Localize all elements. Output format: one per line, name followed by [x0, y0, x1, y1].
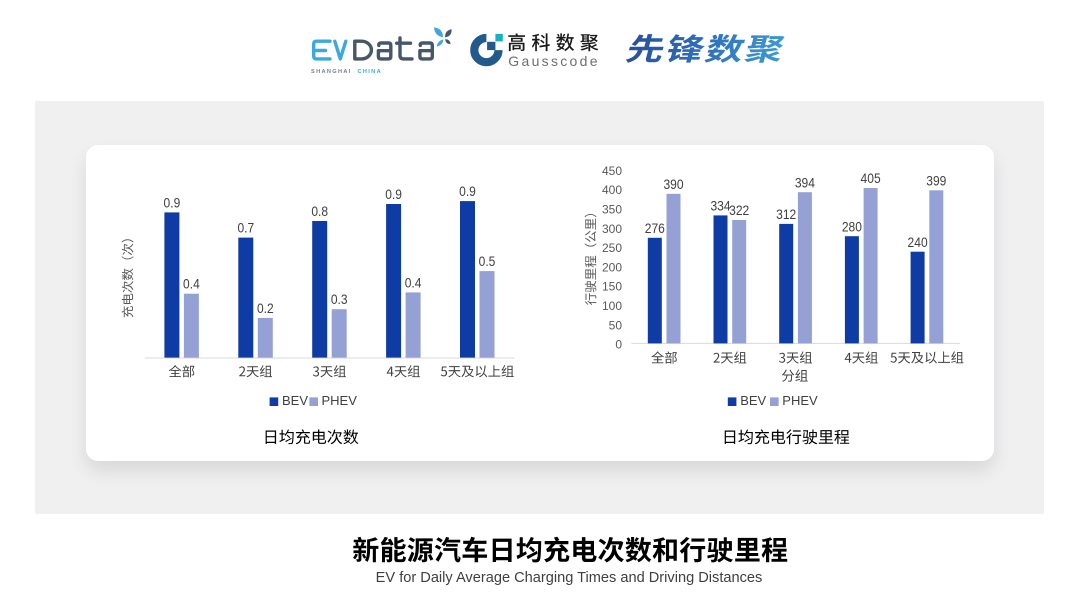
svg-text:0.9: 0.9 — [385, 186, 402, 202]
svg-text:Gausscode: Gausscode — [508, 53, 600, 69]
svg-text:CHINA: CHINA — [358, 69, 382, 75]
svg-text:0.9: 0.9 — [459, 183, 476, 199]
svg-text:PHEV: PHEV — [782, 393, 818, 408]
svg-text:BEV: BEV — [282, 393, 308, 408]
svg-text:0.8: 0.8 — [311, 203, 328, 219]
svg-text:312: 312 — [776, 206, 796, 222]
svg-text:280: 280 — [842, 218, 862, 234]
svg-text:0.4: 0.4 — [183, 276, 200, 292]
svg-text:EV for Daily Average Charging: EV for Daily Average Charging Times and … — [376, 570, 763, 586]
svg-text:240: 240 — [908, 234, 928, 250]
svg-text:394: 394 — [795, 174, 815, 190]
svg-text:150: 150 — [602, 280, 622, 294]
svg-text:0.4: 0.4 — [405, 274, 422, 290]
svg-text:BEV: BEV — [740, 393, 766, 408]
svg-text:334: 334 — [710, 198, 730, 214]
svg-text:250: 250 — [602, 241, 622, 255]
svg-text:0.2: 0.2 — [257, 300, 274, 316]
svg-text:405: 405 — [861, 170, 881, 186]
svg-text:0.3: 0.3 — [331, 291, 348, 307]
svg-text:350: 350 — [602, 203, 622, 217]
svg-text:200: 200 — [602, 260, 622, 274]
svg-text:0.9: 0.9 — [164, 194, 181, 210]
svg-text:0.7: 0.7 — [237, 220, 254, 236]
svg-text:399: 399 — [926, 173, 946, 189]
svg-text:PHEV: PHEV — [322, 393, 358, 408]
svg-text:300: 300 — [602, 222, 622, 236]
svg-text:400: 400 — [602, 183, 622, 197]
svg-text:0.5: 0.5 — [479, 253, 496, 269]
svg-text:276: 276 — [645, 220, 665, 236]
svg-text:0: 0 — [615, 338, 622, 352]
svg-text:322: 322 — [729, 202, 749, 218]
svg-text:390: 390 — [663, 176, 683, 192]
svg-text:SHANGHAI: SHANGHAI — [311, 69, 352, 75]
svg-text:50: 50 — [609, 318, 623, 332]
svg-text:100: 100 — [602, 299, 622, 313]
svg-text:450: 450 — [602, 164, 622, 178]
